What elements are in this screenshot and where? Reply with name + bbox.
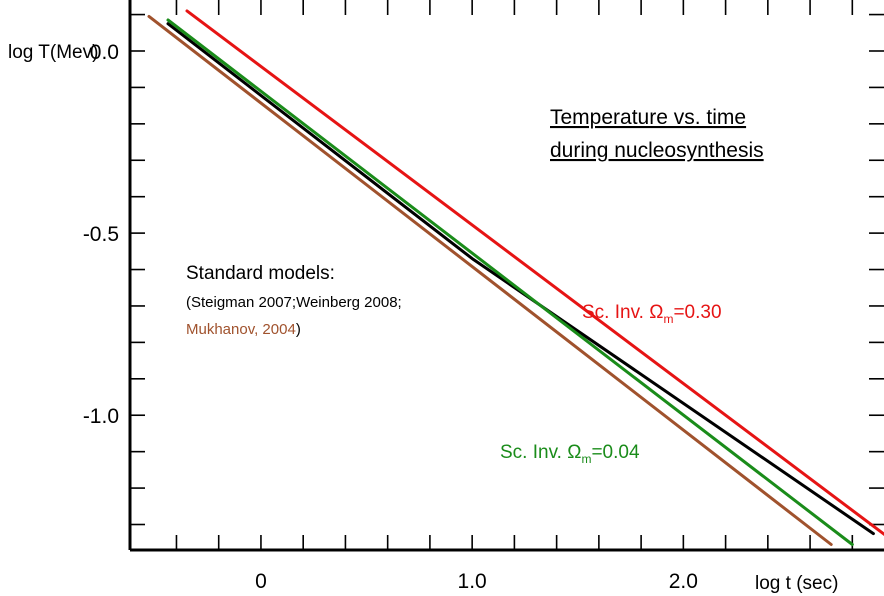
red-label-omega: Ω xyxy=(649,302,663,323)
series-black-line xyxy=(166,22,875,536)
standard-models-heading: Standard models: xyxy=(186,263,335,284)
tick-labels: 0 1.0 2.0 0.0 -0.5 -1.0 xyxy=(83,41,698,593)
x-tick-label: 0 xyxy=(255,570,267,593)
y-axis-label: log T(Mev) xyxy=(8,42,98,63)
red-label-sub: m xyxy=(663,312,673,326)
y-tick-label: 0.0 xyxy=(90,41,119,64)
x-tick-label: 1.0 xyxy=(458,570,487,593)
chart-title-line-2: during nucleosynthesis xyxy=(550,139,764,162)
mukhanov-ref: Mukhanov, 2004 xyxy=(186,321,296,338)
series-lines xyxy=(147,9,884,546)
red-label-suffix: =0.30 xyxy=(673,302,721,323)
standard-models-refs-line-1: (Steigman 2007;Weinberg 2008; xyxy=(186,294,402,311)
red-label-prefix: Sc. Inv. xyxy=(582,302,649,323)
series-brown-line xyxy=(147,14,833,546)
series-green-line xyxy=(166,18,854,546)
green-series-label: Sc. Inv. Ωm=0.04 xyxy=(500,442,640,466)
axis-ticks xyxy=(130,0,884,550)
plot-frame xyxy=(128,0,884,552)
x-tick-label: 2.0 xyxy=(669,570,698,593)
chart-title-line-1: Temperature vs. time xyxy=(550,106,746,129)
red-series-label: Sc. Inv. Ωm=0.30 xyxy=(582,302,722,326)
y-tick-label: -0.5 xyxy=(83,223,119,246)
green-label-suffix: =0.04 xyxy=(591,442,640,463)
x-axis-label: log t (sec) xyxy=(755,573,838,594)
y-tick-label: -1.0 xyxy=(83,405,119,428)
green-label-sub: m xyxy=(581,452,591,466)
green-label-prefix: Sc. Inv. xyxy=(500,442,567,463)
green-label-omega: Ω xyxy=(567,442,581,463)
series-red-line xyxy=(185,9,884,537)
standard-models-refs-line-2: Mukhanov, 2004) xyxy=(186,321,301,338)
refs-close-paren: ) xyxy=(296,321,301,338)
